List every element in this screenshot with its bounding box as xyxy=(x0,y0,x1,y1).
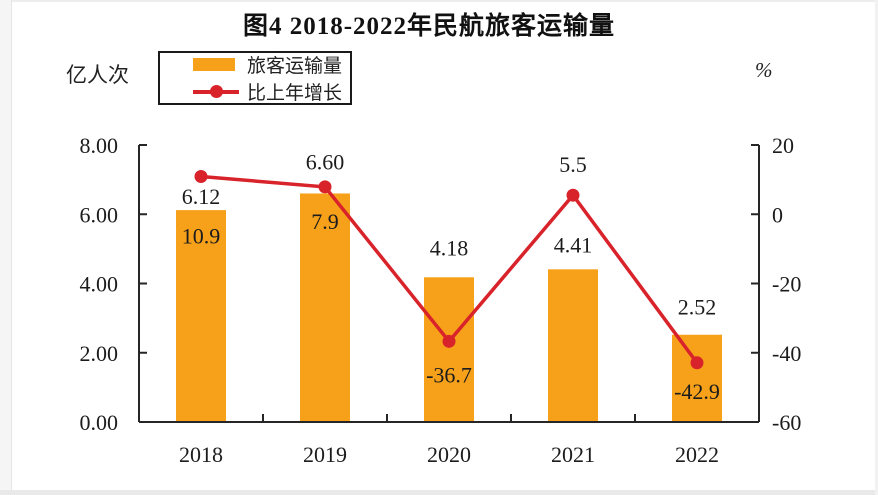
growth-value-label-2022: -42.9 xyxy=(674,379,720,404)
page-edge-top xyxy=(0,0,878,2)
bar-2020 xyxy=(424,277,474,422)
right-axis-tick-label: 20 xyxy=(772,133,794,158)
x-axis-label-2021: 2021 xyxy=(551,442,595,467)
legend-item-bar: 旅客运输量 xyxy=(193,53,350,77)
left-axis-tick-label: 4.00 xyxy=(80,272,119,297)
right-axis-unit-label: % xyxy=(755,58,773,82)
bar-value-label-2022: 2.52 xyxy=(678,295,717,320)
page-edge-left xyxy=(0,0,12,495)
bar-2021 xyxy=(548,269,598,422)
bar-value-label-2021: 4.41 xyxy=(554,232,593,257)
x-axis-label-2022: 2022 xyxy=(675,442,719,467)
right-axis-tick-label: 0 xyxy=(772,202,783,227)
bar-value-label-2018: 6.12 xyxy=(182,184,221,209)
legend: 旅客运输量 比上年增长 xyxy=(158,51,352,105)
bar-2018 xyxy=(176,210,226,422)
growth-point-2022 xyxy=(690,356,704,370)
bar-value-label-2019: 6.60 xyxy=(306,149,345,174)
right-axis-tick-label: -40 xyxy=(772,341,801,366)
bar-swatch-icon xyxy=(193,58,235,71)
growth-value-label-2019: 7.9 xyxy=(311,209,339,234)
legend-label-line: 比上年增长 xyxy=(247,83,343,104)
legend-label-bar: 旅客运输量 xyxy=(247,56,343,77)
growth-point-2021 xyxy=(566,188,580,202)
growth-value-label-2018: 10.9 xyxy=(182,224,221,249)
page-edge-right xyxy=(875,0,878,495)
x-axis-label-2020: 2020 xyxy=(427,442,471,467)
left-axis-unit-label: 亿人次 xyxy=(66,63,129,87)
x-axis-label-2018: 2018 xyxy=(179,442,223,467)
x-axis-label-2019: 2019 xyxy=(303,442,347,467)
left-axis-tick-label: 8.00 xyxy=(80,133,119,158)
growth-point-2018 xyxy=(194,170,208,184)
bar-2019 xyxy=(300,193,350,422)
right-axis-tick-label: -60 xyxy=(772,410,801,435)
left-axis-tick-label: 6.00 xyxy=(80,202,119,227)
chart-title: 图4 2018-2022年民航旅客运输量 xyxy=(242,13,616,40)
bar-value-label-2020: 4.18 xyxy=(430,235,469,260)
growth-value-label-2020: -36.7 xyxy=(426,362,472,387)
left-axis-tick-label: 0.00 xyxy=(80,410,119,435)
legend-item-line: 比上年增长 xyxy=(193,80,350,104)
growth-value-label-2021: 5.5 xyxy=(559,152,587,177)
growth-point-2019 xyxy=(318,180,332,194)
line-marker-swatch-icon xyxy=(193,85,239,98)
right-axis-tick-label: -20 xyxy=(772,272,801,297)
bar-2022 xyxy=(672,334,722,422)
left-axis-tick-label: 2.00 xyxy=(80,341,119,366)
page-edge-bottom xyxy=(0,490,878,495)
growth-point-2020 xyxy=(442,334,456,348)
